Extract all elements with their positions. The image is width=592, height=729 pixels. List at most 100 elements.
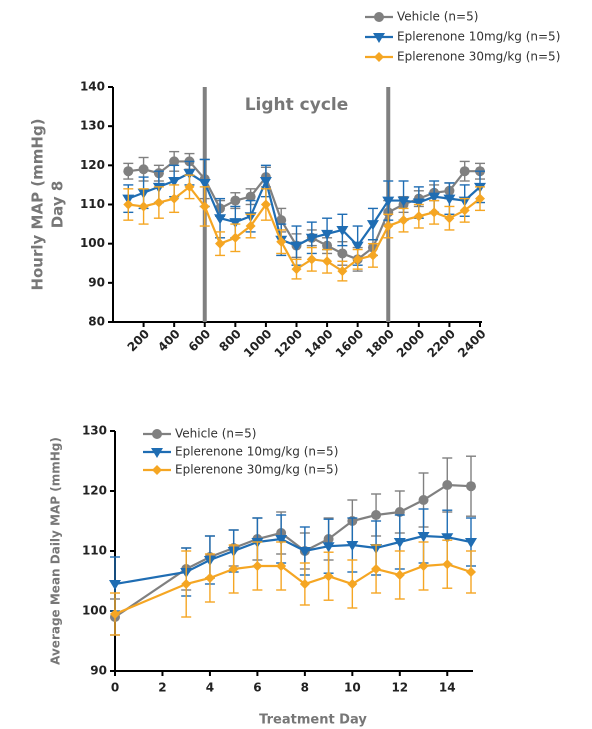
marker [230,195,241,206]
marker [198,178,211,189]
marker [298,547,311,557]
y-tick-label: 130 [80,119,105,133]
marker [169,156,180,167]
y-tick-label: 110 [80,197,105,211]
marker [443,194,456,205]
marker [346,541,359,551]
x-tick-label: 1600 [333,327,367,361]
marker [260,199,271,210]
legend-label: Eplerenone 10mg/kg (n=5) [397,30,560,44]
x-axis-label: Treatment Day [259,713,367,728]
marker [152,429,162,439]
marker [183,169,196,180]
y-tick-label: 130 [82,424,107,438]
marker [352,254,363,265]
legend-label: Eplerenone 30mg/kg (n=5) [175,463,338,477]
x-tick-label: 200 [125,327,153,355]
marker [466,567,476,577]
marker [245,221,256,232]
marker [412,198,425,209]
series-line [127,171,481,248]
marker [245,191,256,202]
marker [275,535,288,545]
y-tick-label: 120 [80,158,105,172]
marker [152,465,162,475]
marker [276,215,287,226]
x-tick-label: 1000 [241,327,275,361]
x-tick-label: 1800 [363,327,397,361]
marker [168,177,181,187]
y-tick-label: 100 [80,236,105,250]
marker [393,538,406,548]
marker [418,495,429,505]
marker [321,229,334,240]
y-tick-label: 90 [88,275,105,289]
marker [459,166,470,177]
marker [442,480,453,490]
x-tick-label: 4 [206,681,214,695]
x-tick-label: 2000 [394,327,428,361]
marker [351,241,364,252]
series-line [114,483,472,618]
marker [428,192,441,203]
y-tick-label: 110 [82,544,107,558]
marker [413,211,424,222]
y-tick-label: 140 [80,80,105,94]
marker [169,193,180,204]
marker [398,215,409,226]
marker [323,571,334,582]
marker [276,561,287,571]
marker [181,579,192,589]
legend-label: Eplerenone 10mg/kg (n=5) [175,445,338,459]
marker [215,238,226,249]
marker [199,201,210,212]
x-tick-label: 12 [391,681,408,695]
marker [138,164,149,175]
legend-label: Eplerenone 30mg/kg (n=5) [397,50,560,64]
marker [382,196,395,207]
marker [442,559,453,570]
marker [347,579,358,589]
series-line [128,160,480,261]
marker [336,225,349,236]
annotation: Light cycle [245,95,349,115]
marker [214,214,227,225]
marker [229,218,242,229]
series-line [114,563,472,616]
marker [417,532,430,542]
marker [441,533,454,544]
x-tick-label: 0 [111,681,119,695]
x-tick-label: 10 [344,681,361,695]
y-tick-label: 120 [82,484,107,498]
marker [394,570,405,580]
marker [276,236,287,247]
x-tick-label: 2 [158,681,166,695]
x-tick-label: 1200 [272,327,306,361]
marker [123,199,134,210]
marker [383,221,394,232]
legend-label: Vehicle (n=5) [397,10,478,24]
marker [306,254,317,265]
marker [373,33,385,43]
marker [138,201,149,212]
x-tick-label: 600 [186,327,214,355]
marker [151,448,163,458]
marker [418,561,429,571]
marker [299,579,310,589]
marker [475,193,485,204]
marker [184,181,195,192]
y-axis-label: Day 8 [49,181,67,229]
marker [230,232,241,243]
marker [153,197,164,208]
x-tick-label: 2400 [455,327,489,361]
marker [465,538,477,548]
marker [366,220,379,231]
marker [290,241,303,252]
marker [397,196,410,207]
marker [322,542,335,553]
marker [291,264,302,275]
marker [374,52,384,62]
marker [459,205,470,216]
marker [123,166,134,177]
y-tick-label: 90 [90,664,107,678]
